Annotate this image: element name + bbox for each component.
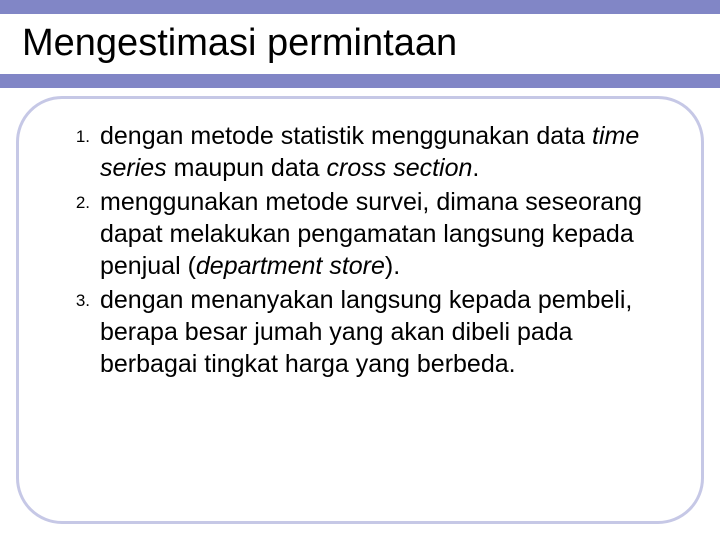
numbered-list: 1. dengan metode statistik menggunakan d… (64, 120, 672, 382)
list-number: 1. (64, 120, 100, 147)
list-text: dengan menanyakan langsung kepada pembel… (100, 284, 672, 380)
header-band (0, 0, 720, 14)
list-number: 3. (64, 284, 100, 311)
list-text: dengan metode statistik menggunakan data… (100, 120, 672, 184)
list-item: 1. dengan metode statistik menggunakan d… (64, 120, 672, 184)
list-number: 2. (64, 186, 100, 213)
list-text: menggunakan metode survei, dimana seseor… (100, 186, 672, 282)
title-underline (0, 74, 720, 88)
slide-title: Mengestimasi permintaan (22, 22, 457, 65)
list-item: 2. menggunakan metode survei, dimana ses… (64, 186, 672, 282)
list-item: 3. dengan menanyakan langsung kepada pem… (64, 284, 672, 380)
